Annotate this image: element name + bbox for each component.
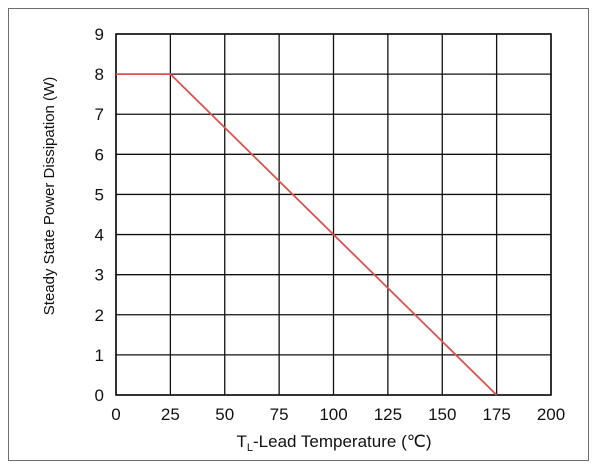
y-tick-label-6: 6 <box>95 145 104 164</box>
x-tick-label-125: 125 <box>374 405 402 424</box>
x-tick-label-175: 175 <box>482 405 510 424</box>
x-tick-label-50: 50 <box>215 405 234 424</box>
x-tick-label-75: 75 <box>270 405 289 424</box>
x-tick-label-0: 0 <box>111 405 120 424</box>
y-tick-label-3: 3 <box>95 266 104 285</box>
y-axis-title: Steady State Power Dissipation (W) <box>41 77 58 315</box>
x-axis-title-suffix: -Lead Temperature (℃) <box>253 432 431 451</box>
x-tick-label-100: 100 <box>319 405 347 424</box>
x-axis-ticks: 0 25 50 75 100 125 150 175 200 <box>111 405 565 424</box>
x-axis-title: TL-Lead Temperature (℃) <box>237 432 432 454</box>
x-axis-title-prefix: T <box>237 432 247 451</box>
x-tick-label-200: 200 <box>537 405 565 424</box>
y-axis-ticks: 0 1 2 3 4 5 6 7 8 9 <box>95 25 104 405</box>
y-tick-label-1: 1 <box>95 346 104 365</box>
grid-lines <box>115 33 552 396</box>
x-tick-label-25: 25 <box>161 405 180 424</box>
y-tick-label-2: 2 <box>95 306 104 325</box>
y-tick-label-4: 4 <box>95 226 104 245</box>
x-axis-title-subscript: L <box>247 442 253 454</box>
y-tick-label-0: 0 <box>95 386 104 405</box>
y-tick-label-5: 5 <box>95 185 104 204</box>
y-tick-label-8: 8 <box>95 65 104 84</box>
y-tick-label-7: 7 <box>95 105 104 124</box>
plot-area <box>115 33 552 396</box>
x-tick-label-150: 150 <box>428 405 456 424</box>
y-tick-label-9: 9 <box>95 25 104 44</box>
series-layer <box>116 73 498 396</box>
series-line-0 <box>116 73 498 396</box>
